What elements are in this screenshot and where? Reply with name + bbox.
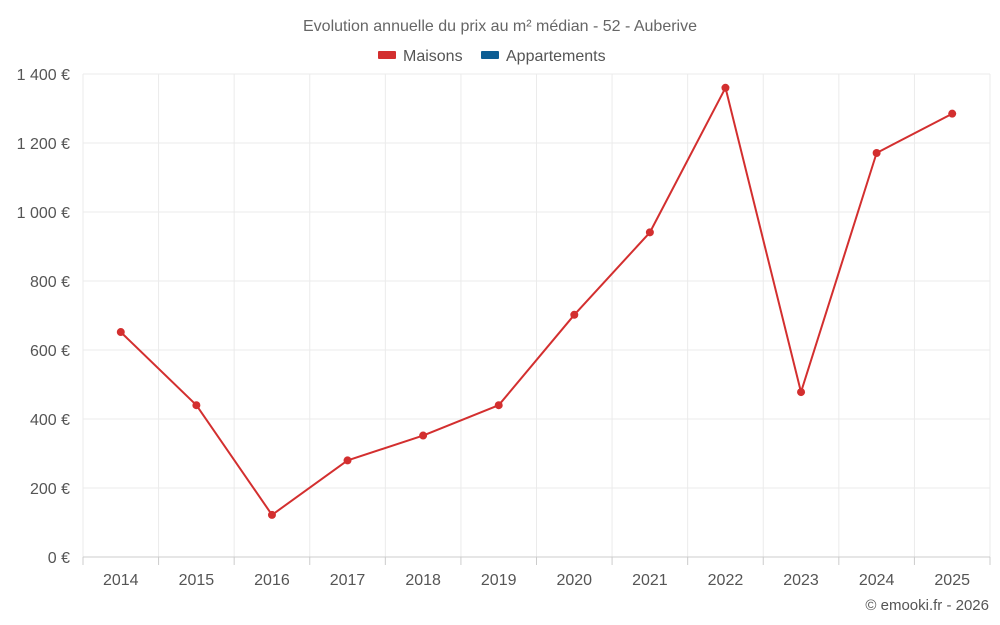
data-point-maisons[interactable]	[343, 456, 352, 465]
data-point-maisons[interactable]	[645, 228, 654, 237]
x-tick-label: 2020	[556, 572, 592, 589]
chart-title: Evolution annuelle du prix au m² médian …	[303, 18, 697, 35]
x-tick-label: 2017	[330, 572, 366, 589]
y-tick-label: 200 €	[30, 481, 70, 498]
y-tick-label: 1 200 €	[17, 136, 70, 153]
y-tick-label: 400 €	[30, 412, 70, 429]
x-tick-label: 2019	[481, 572, 517, 589]
legend-label-appartements: Appartements	[506, 48, 606, 65]
legend-label-maisons: Maisons	[403, 48, 463, 65]
series-maisons	[116, 83, 957, 519]
data-point-maisons[interactable]	[267, 510, 276, 519]
data-point-maisons[interactable]	[570, 310, 579, 319]
x-tick-label: 2015	[179, 572, 215, 589]
data-point-maisons[interactable]	[948, 109, 957, 118]
y-tick-label: 600 €	[30, 343, 70, 360]
data-point-maisons[interactable]	[872, 149, 881, 158]
x-tick-label: 2021	[632, 572, 668, 589]
y-tick-label: 1 000 €	[17, 205, 70, 222]
credit-text: © emooki.fr - 2026	[865, 597, 989, 614]
legend-swatch-appartements	[481, 51, 499, 59]
data-point-maisons[interactable]	[192, 401, 201, 410]
x-tick-label: 2025	[934, 572, 970, 589]
data-point-maisons[interactable]	[797, 388, 806, 397]
x-tick-label: 2024	[859, 572, 895, 589]
legend[interactable]: Maisons Appartements	[378, 48, 606, 65]
legend-item-maisons[interactable]: Maisons	[378, 48, 463, 65]
y-tick-label: 0 €	[48, 550, 70, 567]
data-point-maisons[interactable]	[419, 431, 428, 440]
grid	[82, 73, 991, 557]
legend-item-appartements[interactable]: Appartements	[481, 48, 606, 65]
x-tick-label: 2018	[405, 572, 441, 589]
data-point-maisons[interactable]	[116, 328, 125, 337]
y-tick-label: 1 400 €	[17, 67, 70, 84]
series-line-maisons	[120, 86, 953, 516]
x-tick-label: 2014	[103, 572, 139, 589]
x-tick-label: 2016	[254, 572, 290, 589]
y-tick-label: 800 €	[30, 274, 70, 291]
x-tick-label: 2023	[783, 572, 819, 589]
legend-swatch-maisons	[378, 51, 396, 59]
x-tick-label: 2022	[708, 572, 744, 589]
data-point-maisons[interactable]	[494, 401, 503, 410]
data-point-maisons[interactable]	[721, 83, 730, 92]
axes: 0 € 200 € 400 € 600 € 800 € 1 000 € 1 200 € 1 4…	[17, 67, 991, 589]
